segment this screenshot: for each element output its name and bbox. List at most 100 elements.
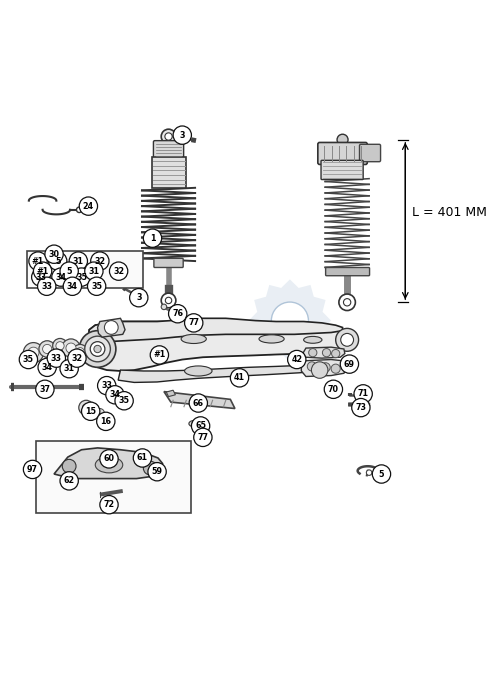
Ellipse shape xyxy=(95,457,123,473)
Circle shape xyxy=(62,460,76,473)
Circle shape xyxy=(354,385,372,403)
Ellipse shape xyxy=(185,366,212,376)
Text: 34: 34 xyxy=(42,363,53,372)
FancyBboxPatch shape xyxy=(152,157,186,188)
Text: L = 401 MM: L = 401 MM xyxy=(412,207,487,219)
Text: 31: 31 xyxy=(73,256,84,266)
Text: 42: 42 xyxy=(291,355,303,364)
Circle shape xyxy=(73,344,87,359)
Text: 35: 35 xyxy=(23,355,34,364)
Circle shape xyxy=(85,336,111,362)
Text: 35: 35 xyxy=(76,273,87,282)
Circle shape xyxy=(339,294,355,311)
FancyBboxPatch shape xyxy=(325,267,370,275)
Text: 76: 76 xyxy=(172,309,183,318)
Circle shape xyxy=(72,268,91,286)
Circle shape xyxy=(23,343,44,363)
Text: 16: 16 xyxy=(100,417,111,426)
Circle shape xyxy=(165,133,172,140)
Circle shape xyxy=(90,341,105,357)
FancyBboxPatch shape xyxy=(154,258,183,267)
Circle shape xyxy=(100,450,118,468)
Circle shape xyxy=(19,350,38,369)
Circle shape xyxy=(91,252,109,270)
Circle shape xyxy=(56,341,64,350)
Text: 32: 32 xyxy=(94,256,106,266)
Circle shape xyxy=(150,346,169,364)
Circle shape xyxy=(69,252,87,270)
Circle shape xyxy=(63,277,81,295)
Text: 65: 65 xyxy=(195,421,206,431)
Circle shape xyxy=(309,348,317,357)
Circle shape xyxy=(191,417,210,435)
Circle shape xyxy=(110,262,128,280)
Circle shape xyxy=(372,465,391,483)
Text: PartsRepublic: PartsRepublic xyxy=(118,325,270,344)
Circle shape xyxy=(322,348,331,357)
Text: 3: 3 xyxy=(180,131,185,139)
Circle shape xyxy=(87,277,106,295)
Circle shape xyxy=(33,262,52,280)
Text: 97: 97 xyxy=(27,465,38,474)
Text: 70: 70 xyxy=(328,385,339,394)
Circle shape xyxy=(194,428,212,447)
Circle shape xyxy=(43,344,52,354)
Text: 5: 5 xyxy=(66,267,72,275)
Bar xyxy=(27,251,143,288)
Text: 77: 77 xyxy=(188,318,199,328)
Circle shape xyxy=(62,339,80,357)
Text: 35: 35 xyxy=(91,282,102,291)
Circle shape xyxy=(174,314,180,319)
Circle shape xyxy=(98,376,116,395)
Circle shape xyxy=(161,293,176,308)
Circle shape xyxy=(337,134,348,145)
FancyBboxPatch shape xyxy=(153,141,184,159)
Circle shape xyxy=(53,339,67,353)
Circle shape xyxy=(36,380,54,398)
Text: 32: 32 xyxy=(71,354,82,363)
Circle shape xyxy=(192,421,197,427)
Circle shape xyxy=(343,299,351,306)
Circle shape xyxy=(60,262,78,280)
Polygon shape xyxy=(248,280,331,362)
Circle shape xyxy=(230,369,248,387)
Circle shape xyxy=(79,197,98,215)
Circle shape xyxy=(85,262,103,280)
Circle shape xyxy=(311,362,328,379)
Text: 37: 37 xyxy=(39,385,51,394)
Circle shape xyxy=(29,252,47,270)
Ellipse shape xyxy=(181,335,206,344)
Circle shape xyxy=(271,302,309,339)
FancyBboxPatch shape xyxy=(318,142,367,164)
Circle shape xyxy=(97,412,115,431)
Polygon shape xyxy=(164,392,235,409)
Circle shape xyxy=(331,364,340,373)
Circle shape xyxy=(308,362,316,371)
Circle shape xyxy=(185,314,203,332)
Circle shape xyxy=(52,268,70,286)
Text: #1: #1 xyxy=(32,256,44,266)
Ellipse shape xyxy=(189,420,200,427)
Text: 24: 24 xyxy=(83,201,94,211)
Circle shape xyxy=(32,268,50,286)
Circle shape xyxy=(196,431,200,436)
Ellipse shape xyxy=(259,335,284,343)
Circle shape xyxy=(115,392,133,410)
Circle shape xyxy=(352,398,370,417)
Polygon shape xyxy=(88,322,349,371)
Text: 3: 3 xyxy=(136,293,141,302)
Text: 5: 5 xyxy=(379,469,384,479)
Polygon shape xyxy=(166,390,176,396)
Circle shape xyxy=(38,277,56,295)
Circle shape xyxy=(100,495,118,514)
Circle shape xyxy=(68,349,86,368)
Text: 31: 31 xyxy=(88,267,99,275)
Circle shape xyxy=(173,126,191,144)
Text: 66: 66 xyxy=(193,398,204,407)
Circle shape xyxy=(165,297,172,304)
Circle shape xyxy=(367,470,372,475)
Text: 71: 71 xyxy=(358,390,369,398)
Text: 69: 69 xyxy=(344,359,355,369)
Circle shape xyxy=(105,321,118,335)
Polygon shape xyxy=(54,448,163,479)
